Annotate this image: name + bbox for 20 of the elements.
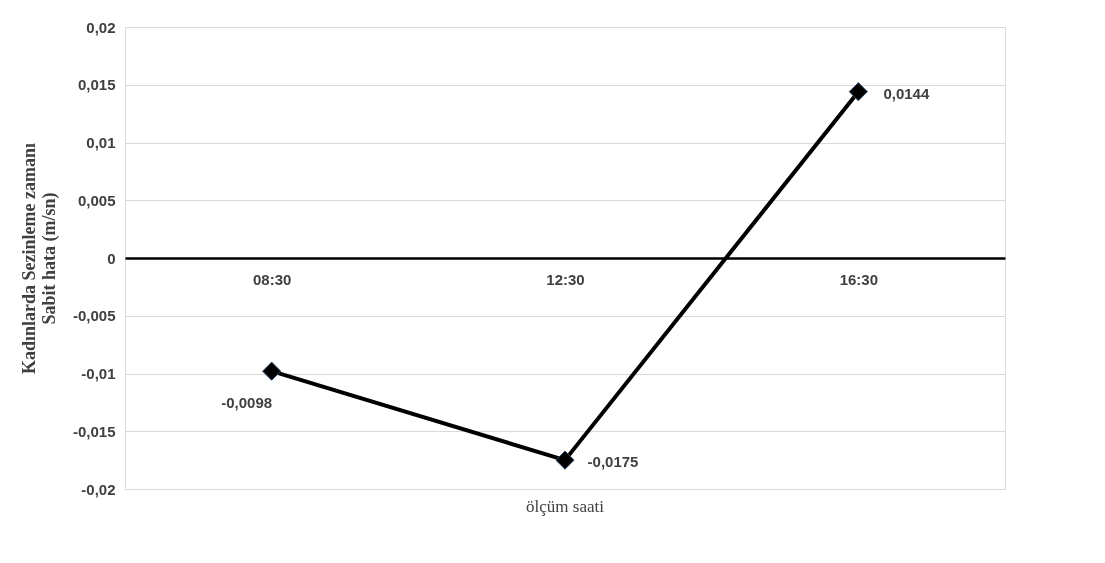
x-tick-label: 12:30 bbox=[546, 270, 585, 288]
y-tick-label: 0 bbox=[107, 249, 116, 267]
y-axis-title: Kadınlarda Sezinleme zamanı Sabit hata (m/sn) bbox=[18, 143, 60, 374]
point bbox=[555, 450, 575, 470]
data-label: -0,0175 bbox=[587, 453, 639, 471]
y-tick-label: -0,02 bbox=[81, 480, 116, 498]
y-tick-label: 0,01 bbox=[86, 134, 116, 151]
y-tick-label: 0,015 bbox=[77, 76, 116, 94]
y-tick-label: -0,01 bbox=[81, 365, 116, 382]
point bbox=[262, 361, 282, 381]
y-tick-label: -0,015 bbox=[72, 422, 116, 440]
x-tick-label: 08:30 bbox=[252, 270, 292, 288]
point bbox=[848, 82, 868, 102]
y-tick-label: 0,02 bbox=[86, 18, 116, 36]
y-tick-label: -0,005 bbox=[72, 307, 116, 325]
x-tick-label: 16:30 bbox=[839, 270, 879, 288]
y-tick-label: 0,005 bbox=[77, 191, 116, 209]
x-axis-title: ölçüm saati bbox=[526, 497, 605, 516]
data-label: -0,0098 bbox=[221, 394, 273, 412]
data-label: 0,0144 bbox=[883, 84, 930, 102]
